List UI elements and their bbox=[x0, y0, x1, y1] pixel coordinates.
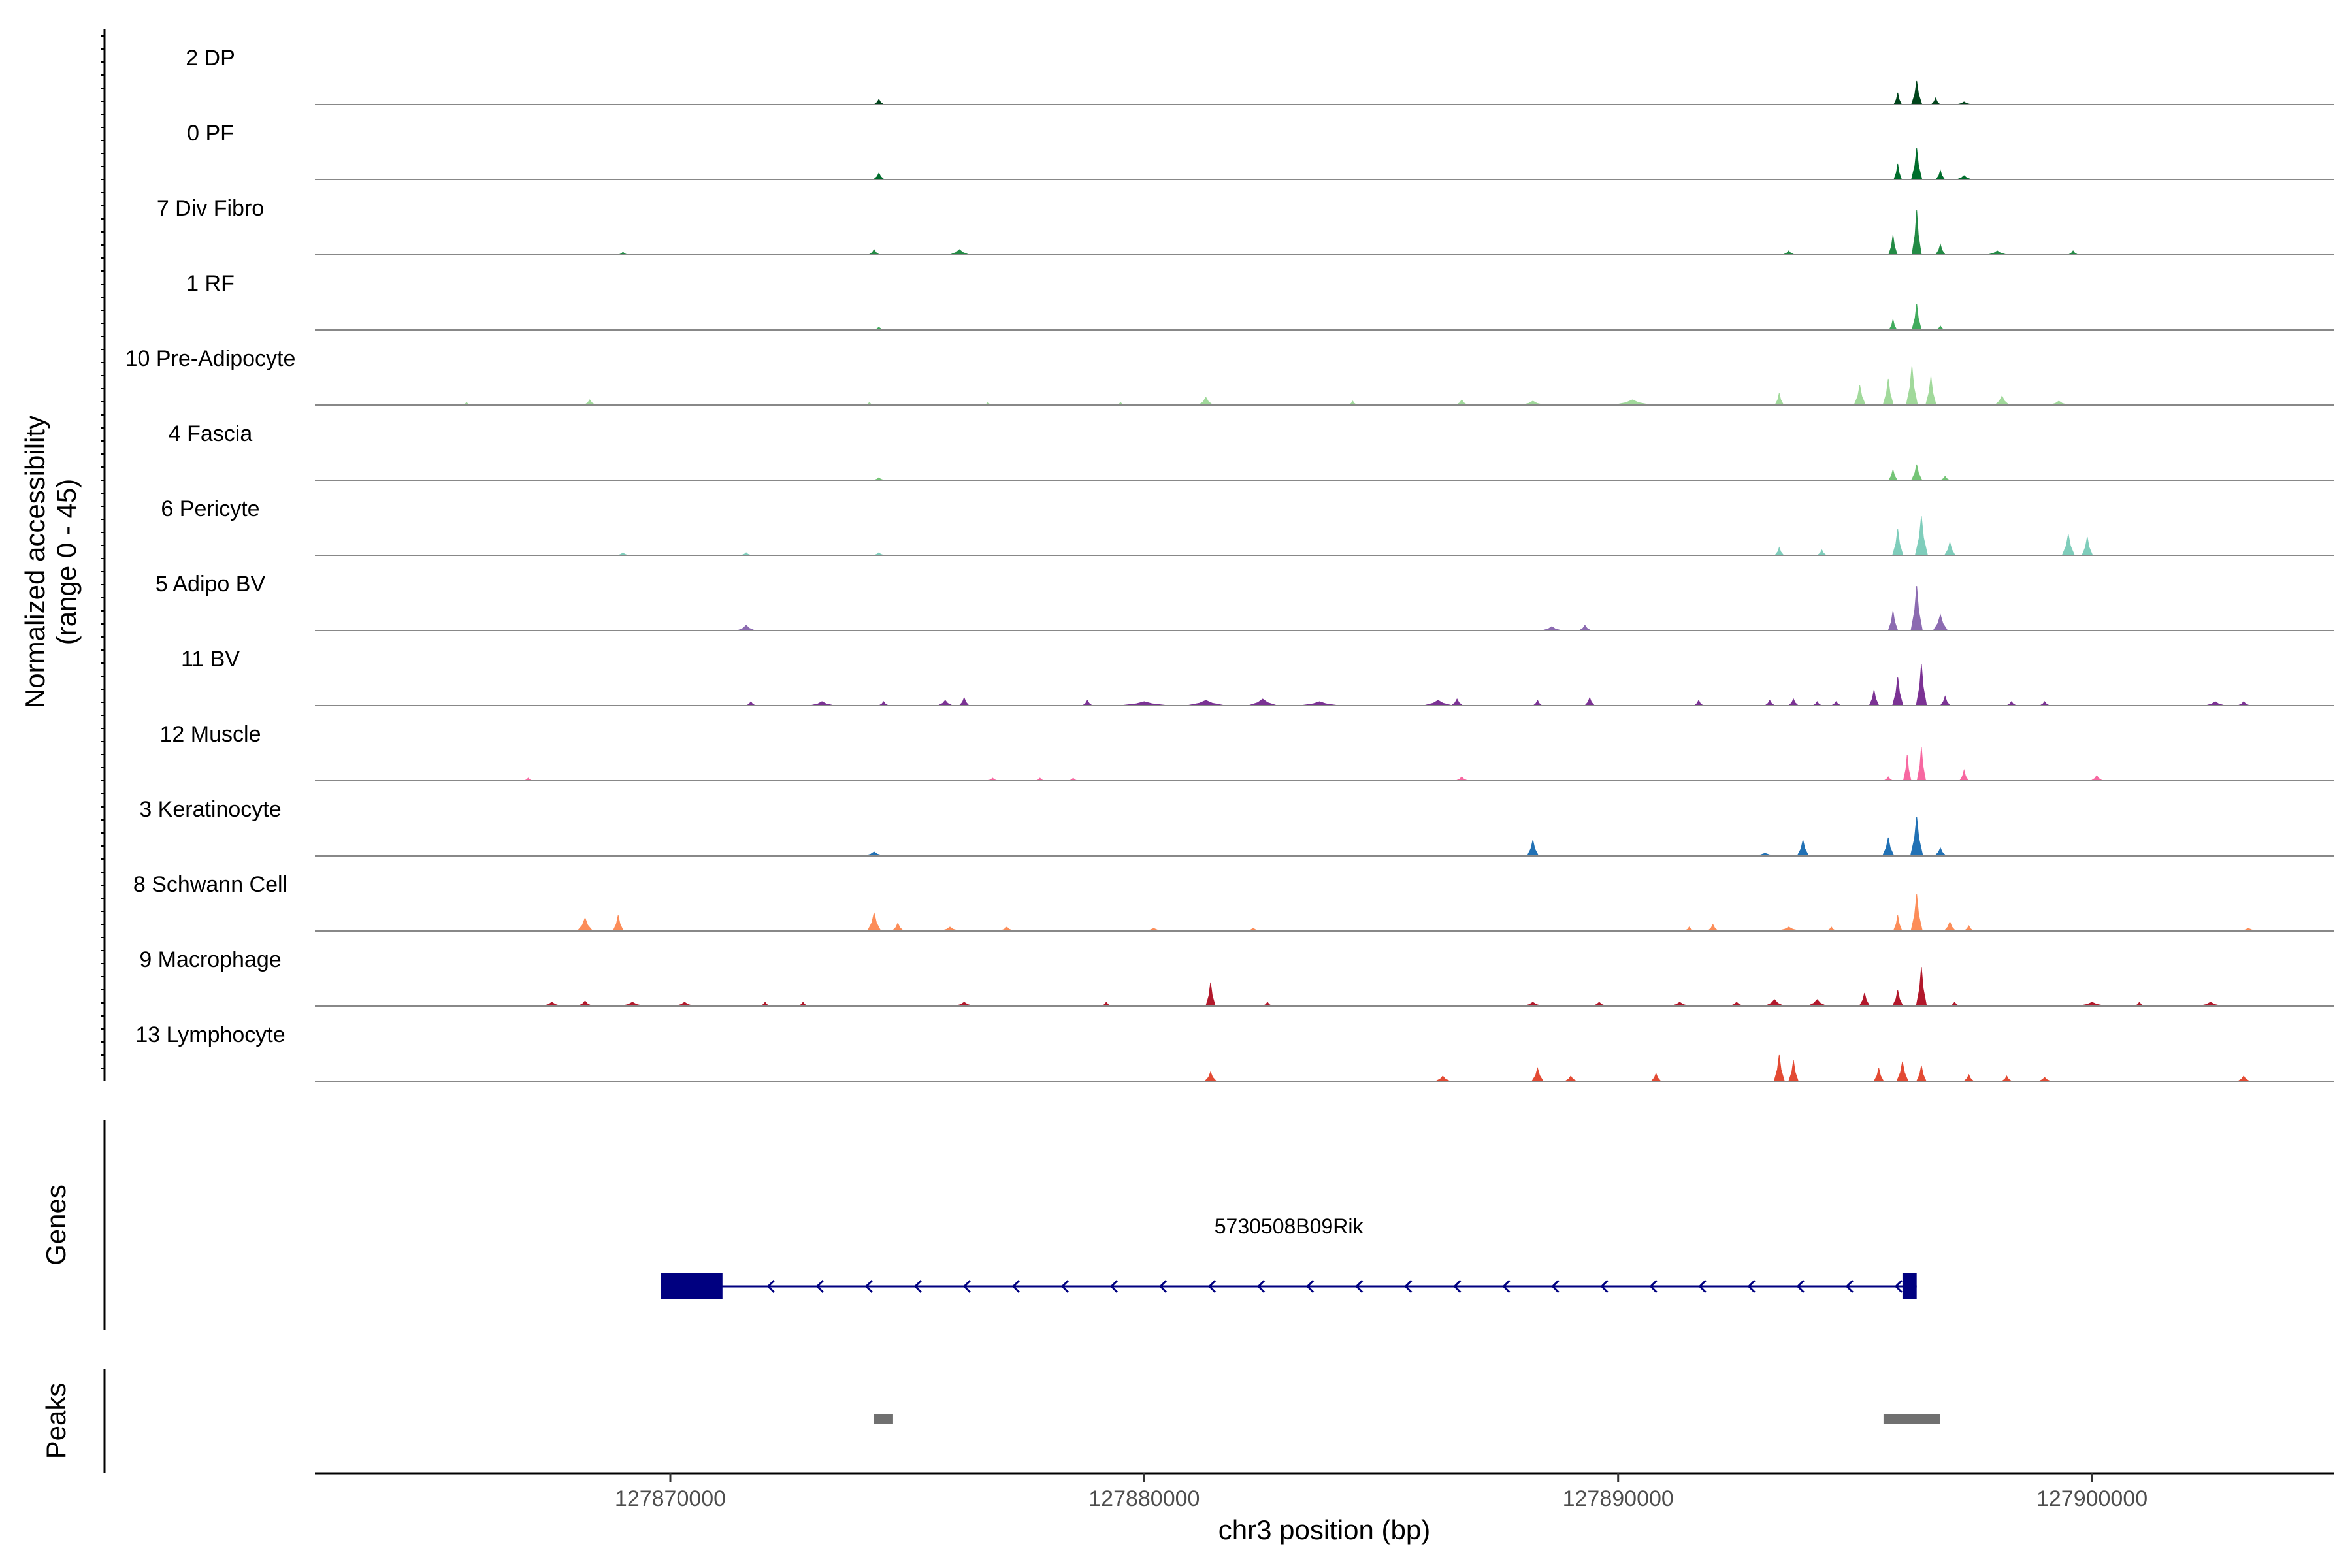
strand-arrow bbox=[1600, 1279, 1609, 1294]
coverage-area bbox=[576, 894, 2258, 932]
track-label: 13 Lymphocyte bbox=[135, 1022, 285, 1047]
gene-exon bbox=[1902, 1273, 1917, 1299]
strand-arrow bbox=[1404, 1279, 1413, 1294]
coverage-area bbox=[873, 303, 1946, 331]
coverage-area bbox=[873, 80, 1972, 105]
track-label: 2 DP bbox=[186, 46, 235, 71]
x-tick-label: 127880000 bbox=[1088, 1486, 1200, 1511]
track-label: 8 Schwann Cell bbox=[133, 872, 287, 897]
track-label: 7 Div Fibro bbox=[157, 196, 264, 221]
track-label: 4 Fascia bbox=[169, 421, 253, 446]
track-label: 9 Macrophage bbox=[139, 947, 281, 972]
coverage-area bbox=[864, 816, 1947, 857]
strand-arrow bbox=[1551, 1279, 1560, 1294]
track-label: 5 Adipo BV bbox=[155, 572, 266, 596]
peak-region bbox=[874, 1414, 893, 1424]
coverage-area bbox=[463, 365, 2068, 406]
coverage-area bbox=[618, 210, 2080, 255]
coverage-tracks: 2 DP 0 PF 7 Div Fibro 1 RF 10 Pre-Adipocyte 4… bbox=[125, 46, 2334, 1082]
peak-region bbox=[1883, 1414, 1940, 1424]
strand-arrow bbox=[1845, 1279, 1854, 1294]
peak-regions bbox=[874, 1414, 1940, 1424]
strand-arrow bbox=[1453, 1279, 1462, 1294]
strand-arrow bbox=[1894, 1279, 1903, 1294]
coverage-area bbox=[874, 464, 1951, 481]
x-axis-title: chr3 position (bp) bbox=[1218, 1514, 1431, 1545]
coverage-area bbox=[872, 148, 1972, 180]
strand-arrow bbox=[913, 1279, 923, 1294]
strand-arrow bbox=[1502, 1279, 1511, 1294]
strand-arrow bbox=[864, 1279, 873, 1294]
strand-arrow bbox=[1208, 1279, 1217, 1294]
track-label: 1 RF bbox=[186, 271, 235, 296]
strand-arrow bbox=[815, 1279, 824, 1294]
strand-arrow bbox=[962, 1279, 972, 1294]
strand-arrow bbox=[1060, 1279, 1070, 1294]
strand-arrow bbox=[1355, 1279, 1364, 1294]
x-tick-label: 127870000 bbox=[615, 1486, 726, 1511]
track-label: 6 Pericyte bbox=[161, 497, 259, 521]
coverage-area bbox=[618, 515, 2093, 556]
strand-arrow bbox=[1796, 1279, 1805, 1294]
strand-arrow bbox=[1649, 1279, 1658, 1294]
x-tick-label: 127900000 bbox=[2036, 1486, 2148, 1511]
y-axis-title: Normalized accessibility bbox=[20, 416, 50, 708]
track-label: 10 Pre-Adipocyte bbox=[125, 346, 296, 371]
gene-name-label: 5730508B09Rik bbox=[1215, 1215, 1364, 1238]
strand-arrow bbox=[1306, 1279, 1315, 1294]
coverage-area bbox=[737, 585, 1948, 631]
gene-model bbox=[661, 1273, 1917, 1299]
genes-axis-title: Genes bbox=[41, 1184, 71, 1266]
x-axis-ticks: 127870000 127880000 127890000 127900000 bbox=[615, 1473, 2148, 1511]
coverage-area bbox=[524, 746, 2104, 781]
strand-arrow bbox=[1011, 1279, 1021, 1294]
strand-arrow bbox=[766, 1279, 775, 1294]
x-tick-label: 127890000 bbox=[1563, 1486, 1674, 1511]
strand-arrow bbox=[1747, 1279, 1756, 1294]
coverage-area bbox=[745, 663, 2250, 706]
track-label: 3 Keratinocyte bbox=[139, 797, 281, 822]
strand-arrow bbox=[1257, 1279, 1266, 1294]
y-axis-minor-ticks bbox=[101, 35, 105, 1069]
peaks-axis-title: Peaks bbox=[41, 1383, 71, 1460]
strand-arrow bbox=[1159, 1279, 1168, 1294]
gene-exon bbox=[661, 1273, 723, 1299]
coverage-area bbox=[542, 966, 2223, 1007]
coverage-area bbox=[1204, 1054, 2251, 1082]
strand-arrow bbox=[1110, 1279, 1119, 1294]
y-axis-subtitle: (range 0 - 45) bbox=[51, 479, 82, 645]
strand-arrow bbox=[1698, 1279, 1707, 1294]
track-label: 0 PF bbox=[187, 121, 234, 146]
track-label: 12 Muscle bbox=[160, 722, 261, 747]
track-label: 11 BV bbox=[181, 647, 240, 672]
